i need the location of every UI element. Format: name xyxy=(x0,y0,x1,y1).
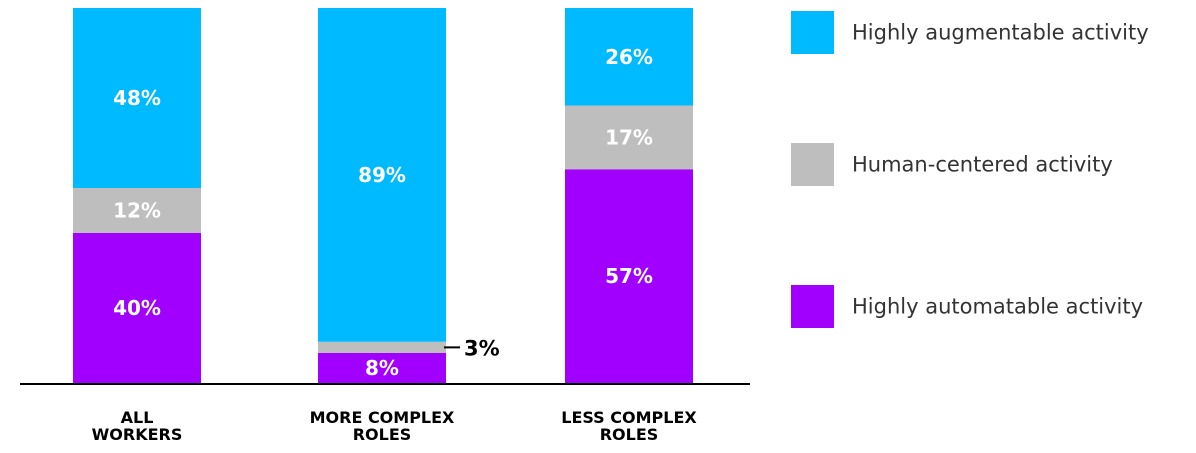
data-label-more-complex-roles-highly-automatable-activity: 8% xyxy=(365,356,399,380)
category-label-less-complex-roles-line-1: LESS COMPLEX xyxy=(561,408,697,427)
legend-item-highly-automatable-activity: Highly automatable activity xyxy=(791,285,1143,328)
segment-labels-layer: 40% 12% 48% 8% 3% 89% 57% 17% 26% xyxy=(113,45,653,380)
legend-swatch-highly-automatable-activity xyxy=(791,285,834,328)
legend-label-highly-augmentable-activity: Highly augmentable activity xyxy=(852,21,1149,45)
legend: Highly augmentable activity Human-centere… xyxy=(791,11,1149,328)
data-label-all-workers-highly-automatable-activity: 40% xyxy=(113,296,161,320)
bar-segment-all-workers-human-centered-activity xyxy=(73,188,201,233)
data-label-less-complex-roles-highly-automatable-activity: 57% xyxy=(605,264,653,288)
bar-segment-more-complex-roles-human-centered-activity xyxy=(318,341,446,353)
bar-segment-less-complex-roles-highly-augmentable-activity xyxy=(565,8,693,106)
bar-segment-less-complex-roles-highly-automatable-activity xyxy=(565,169,693,383)
data-label-less-complex-roles-human-centered-activity: 17% xyxy=(605,125,653,149)
legend-swatch-human-centered-activity xyxy=(791,143,834,186)
legend-label-highly-automatable-activity: Highly automatable activity xyxy=(852,295,1143,319)
legend-item-human-centered-activity: Human-centered activity xyxy=(791,143,1113,186)
bar-segment-all-workers-highly-augmentable-activity xyxy=(73,8,201,188)
bars-layer xyxy=(73,8,693,383)
data-label-all-workers-highly-augmentable-activity: 48% xyxy=(113,86,161,110)
legend-label-human-centered-activity: Human-centered activity xyxy=(852,153,1113,177)
data-label-all-workers-human-centered-activity: 12% xyxy=(113,199,161,223)
category-label-all-workers-line-1: ALL xyxy=(121,408,154,427)
category-label-more-complex-roles-line-2: ROLES xyxy=(353,425,412,444)
category-label-less-complex-roles-line-2: ROLES xyxy=(600,425,659,444)
legend-swatch-highly-augmentable-activity xyxy=(791,11,834,54)
bar-segment-all-workers-highly-automatable-activity xyxy=(73,233,201,383)
category-label-all-workers-line-2: WORKERS xyxy=(92,425,183,444)
bar-segment-less-complex-roles-human-centered-activity xyxy=(565,105,693,170)
bar-segment-more-complex-roles-highly-augmentable-activity xyxy=(318,8,446,342)
bar-segment-more-complex-roles-highly-automatable-activity xyxy=(318,353,446,383)
category-label-more-complex-roles-line-1: MORE COMPLEX xyxy=(310,408,455,427)
legend-item-highly-augmentable-activity: Highly augmentable activity xyxy=(791,11,1149,54)
data-label-less-complex-roles-highly-augmentable-activity: 26% xyxy=(605,45,653,69)
data-label-more-complex-roles-human-centered-activity: 3% xyxy=(464,336,500,360)
data-label-more-complex-roles-highly-augmentable-activity: 89% xyxy=(358,163,406,187)
